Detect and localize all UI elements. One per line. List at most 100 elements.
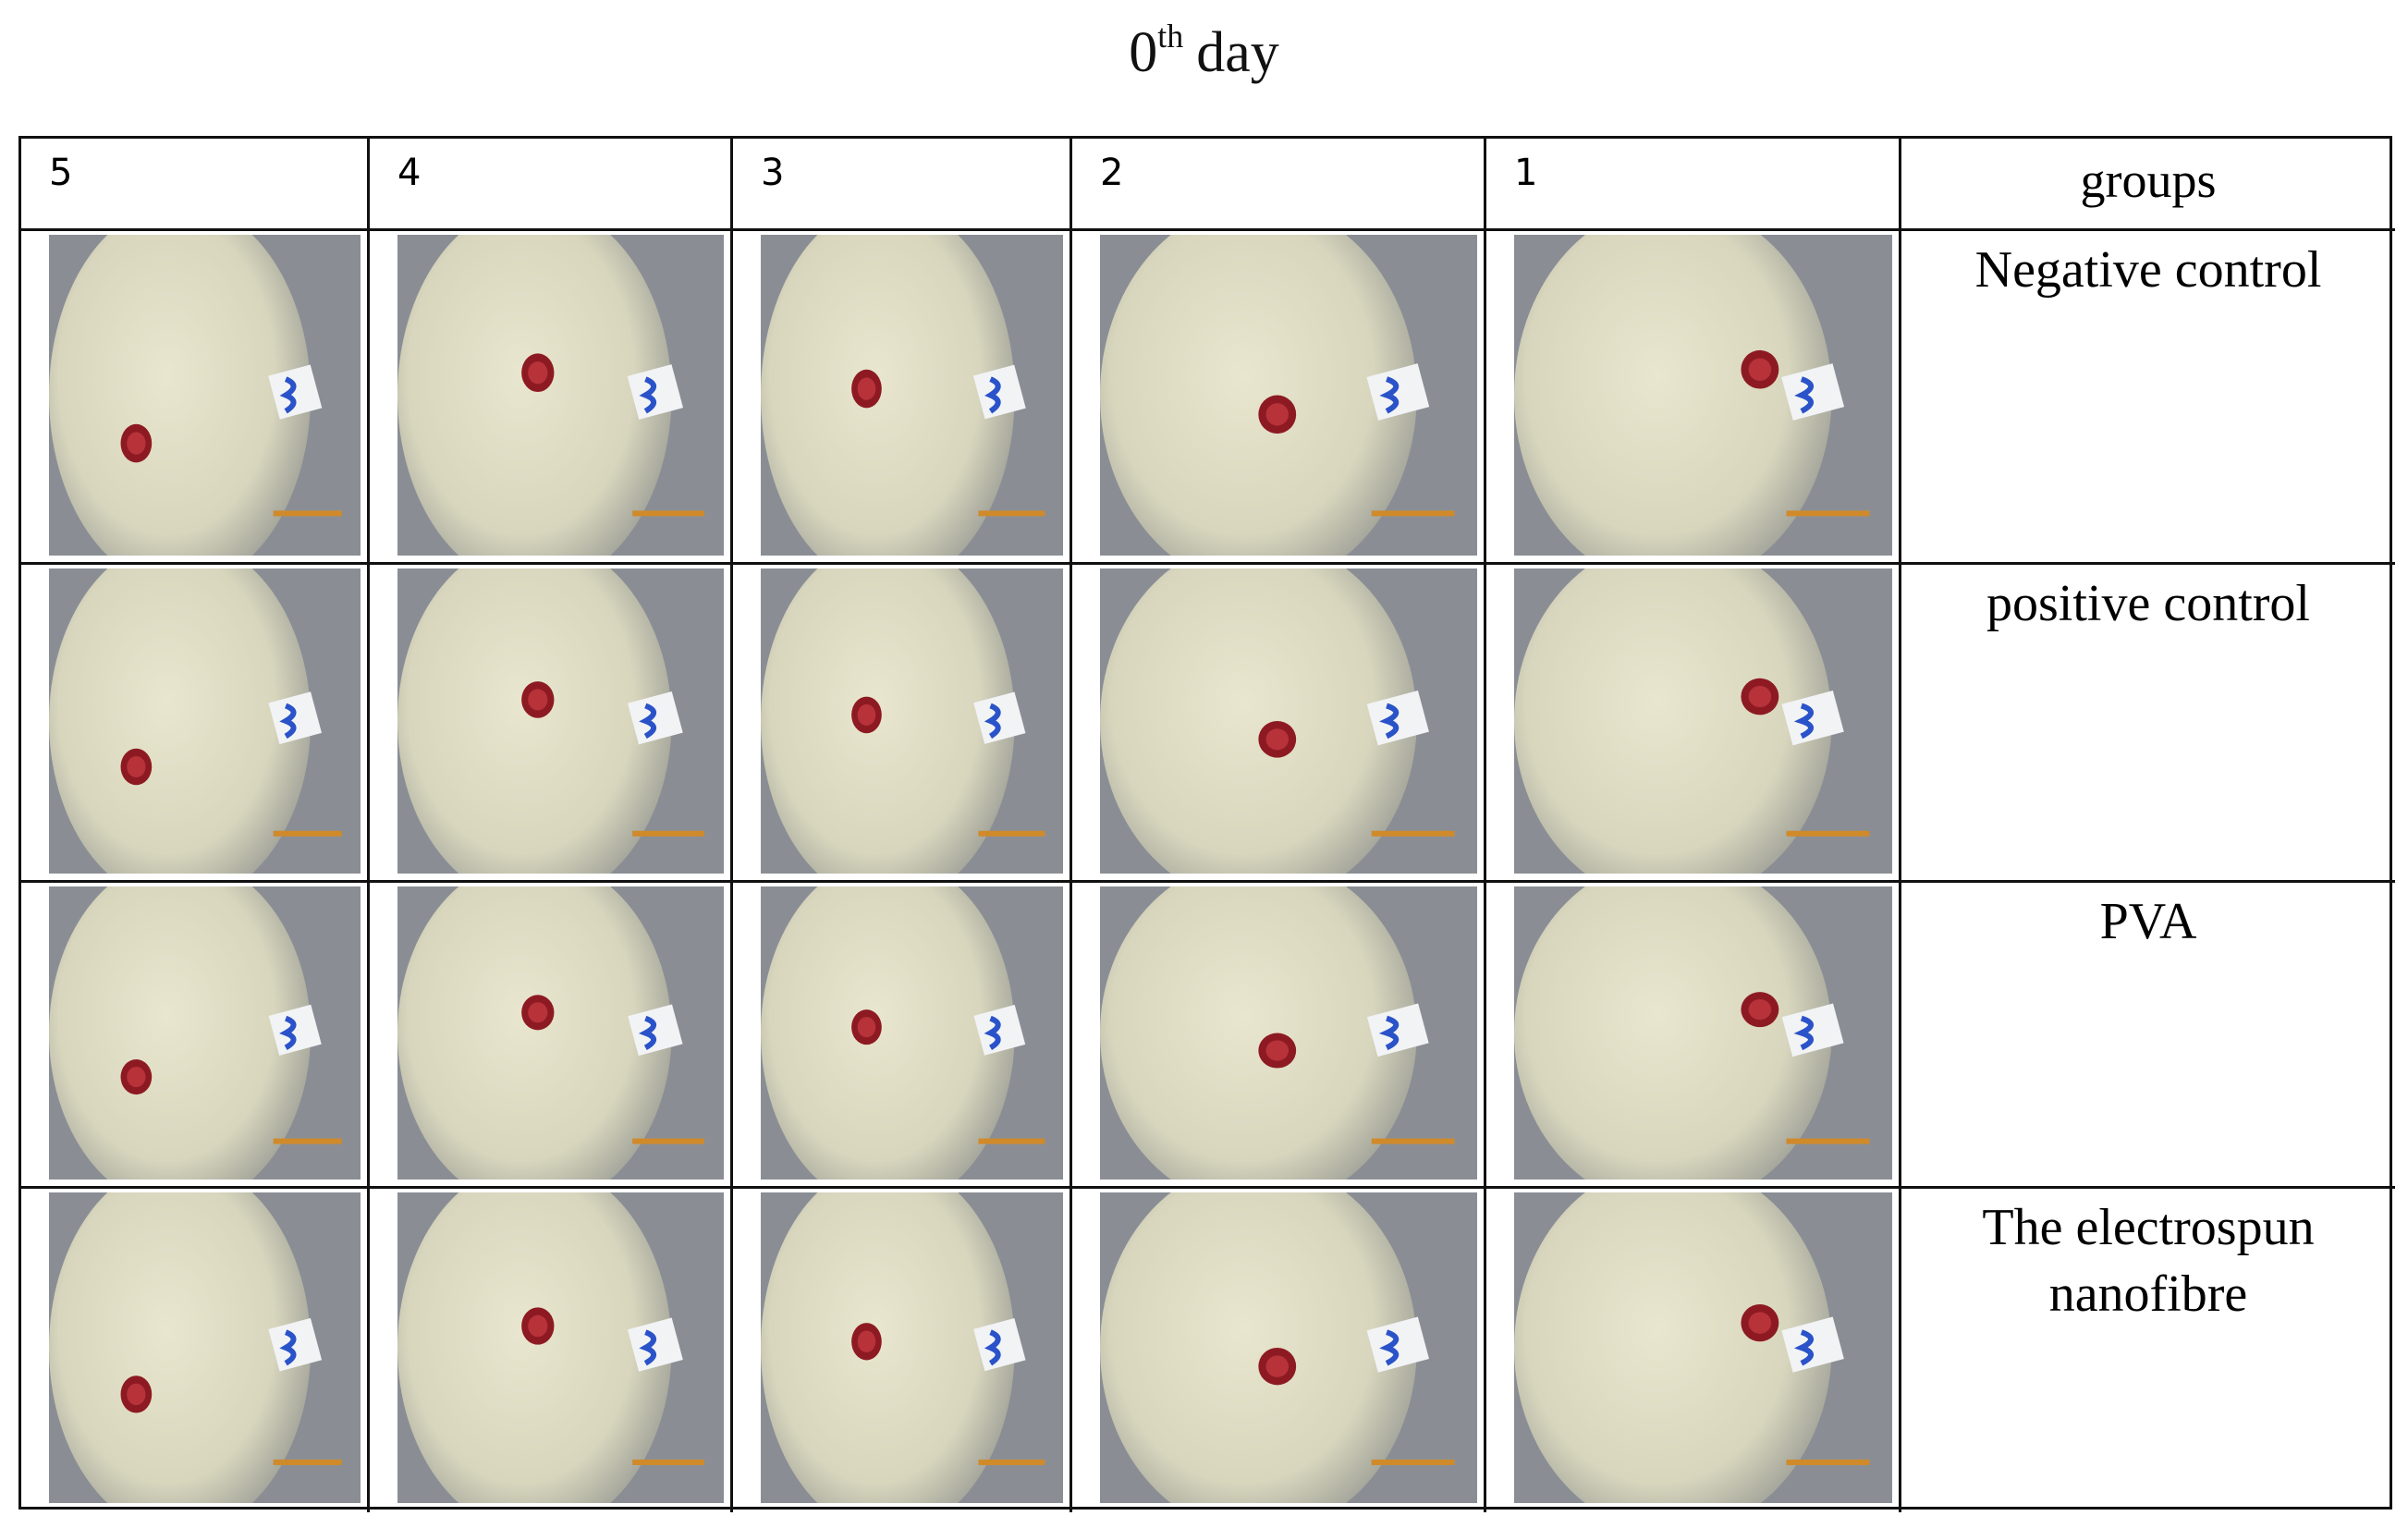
photo-cell [1486, 565, 1901, 883]
wound-photo [49, 886, 361, 1180]
scale-ruler [273, 1459, 342, 1465]
scale-ruler [978, 510, 1045, 517]
tag-mark [1378, 1015, 1400, 1051]
wound-center [528, 689, 548, 711]
group-label: The electrospun nanofibre [1982, 1199, 2315, 1323]
tag-mark [1793, 1015, 1814, 1051]
animal-body [1100, 1192, 1417, 1503]
wound-photo [761, 568, 1063, 874]
results-table: 5 4 3 2 1 groups Negative control positive cont… [18, 136, 2395, 1512]
scale-ruler [632, 830, 704, 837]
scale-ruler [632, 510, 704, 517]
scale-ruler [1371, 1138, 1455, 1144]
animal-body [1100, 235, 1417, 556]
tag-mark [279, 376, 297, 414]
tag-mark [984, 1329, 1001, 1366]
animal-body [1514, 568, 1832, 874]
photo-cell [1486, 231, 1901, 565]
wound-center [127, 755, 146, 778]
column-header: 1 [1486, 139, 1901, 231]
tag-label [627, 364, 684, 420]
scale-ruler [1371, 1459, 1455, 1465]
tag-mark [638, 1015, 657, 1050]
column-header: 4 [370, 139, 733, 231]
tag-mark [984, 1015, 1001, 1050]
wound-photo [397, 235, 724, 556]
wound-photo [761, 1192, 1063, 1503]
scale-ruler [1786, 510, 1870, 517]
photo-cell [1072, 565, 1486, 883]
photo-cell [1486, 1189, 1901, 1512]
group-label: positive control [1901, 565, 2395, 883]
wound-photo [1514, 1192, 1892, 1503]
animal-body [397, 1192, 672, 1503]
wound-photo [1514, 886, 1892, 1180]
scale-ruler [1786, 830, 1870, 837]
wound-center [1265, 403, 1289, 426]
wound-photo [397, 1192, 724, 1503]
tag-mark [1794, 376, 1814, 414]
tag-mark [984, 376, 1001, 414]
animal-body [1100, 886, 1417, 1180]
photo-cell [1486, 883, 1901, 1189]
photo-cell [21, 231, 370, 565]
animal-body [1100, 568, 1417, 874]
scale-ruler [1371, 510, 1455, 517]
wound-center [1265, 728, 1289, 751]
wound-center [1748, 358, 1772, 381]
tag-mark [279, 1329, 297, 1366]
wound-center [857, 1330, 876, 1353]
animal-body [761, 235, 1015, 556]
wound-photo [1100, 1192, 1477, 1503]
tag-label [627, 1317, 683, 1372]
photo-cell [370, 565, 733, 883]
animal-body [1514, 1192, 1832, 1503]
title-rest: day [1196, 21, 1279, 84]
tag-mark [639, 376, 657, 414]
tag-label [628, 1004, 683, 1057]
scale-ruler [273, 830, 342, 837]
title-superscript: th [1157, 18, 1184, 55]
photo-cell [733, 231, 1072, 565]
wound-photo [1100, 886, 1477, 1180]
title-base: 0 [1129, 21, 1158, 84]
scale-ruler [632, 1459, 704, 1465]
tag-label [268, 691, 322, 745]
tag-label [268, 1317, 323, 1372]
photo-cell [370, 231, 733, 565]
scale-ruler [273, 1138, 342, 1144]
photo-cell [1072, 883, 1486, 1189]
animal-body [397, 235, 672, 556]
tag-label [972, 364, 1026, 420]
wound-center [127, 1066, 146, 1088]
figure-title: 0th day [0, 17, 2408, 86]
scale-ruler [978, 830, 1045, 837]
animal-body [49, 1192, 312, 1503]
wound-photo [1100, 568, 1477, 874]
wound-photo [397, 886, 724, 1180]
animal-body [49, 886, 312, 1180]
tag-label [1781, 1003, 1844, 1057]
photo-cell [1072, 1189, 1486, 1512]
wound-center [528, 1002, 548, 1023]
animal-body [1514, 235, 1832, 556]
wound-center [857, 703, 876, 726]
tag-label [1366, 690, 1429, 746]
tag-mark [1379, 1329, 1400, 1366]
tag-label [973, 691, 1026, 744]
tag-mark [639, 1329, 657, 1366]
tag-mark [1379, 703, 1400, 740]
wound-photo [49, 235, 361, 556]
animal-body [49, 568, 312, 874]
photo-cell [733, 1189, 1072, 1512]
wound-photo [49, 1192, 361, 1503]
animal-body [1514, 886, 1832, 1180]
tag-label [1366, 1003, 1429, 1057]
wound-center [127, 432, 146, 455]
wound-center [1265, 1040, 1289, 1061]
photo-cell [21, 1189, 370, 1512]
animal-body [397, 568, 672, 874]
scale-ruler [1786, 1138, 1870, 1144]
tag-label [973, 1317, 1026, 1372]
